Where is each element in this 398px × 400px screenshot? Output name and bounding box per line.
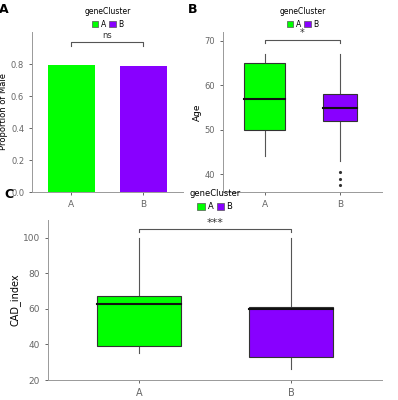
Y-axis label: Age: Age — [193, 103, 202, 121]
Text: ns: ns — [103, 31, 112, 40]
Bar — [120, 66, 167, 192]
Legend: A, B: A, B — [189, 189, 240, 211]
Y-axis label: CAD_index: CAD_index — [9, 274, 20, 326]
Text: ***: *** — [207, 218, 223, 228]
Bar — [249, 307, 333, 357]
Text: C: C — [4, 188, 14, 201]
Y-axis label: Proportion of Male: Proportion of Male — [0, 74, 8, 150]
Bar — [244, 63, 285, 130]
Bar — [97, 296, 181, 346]
Legend: A, B: A, B — [84, 7, 131, 29]
Legend: A, B: A, B — [279, 7, 326, 29]
Text: *: * — [300, 28, 305, 38]
Bar — [48, 65, 95, 192]
Text: A: A — [0, 3, 8, 16]
Text: B: B — [188, 3, 197, 16]
Bar — [323, 94, 357, 121]
